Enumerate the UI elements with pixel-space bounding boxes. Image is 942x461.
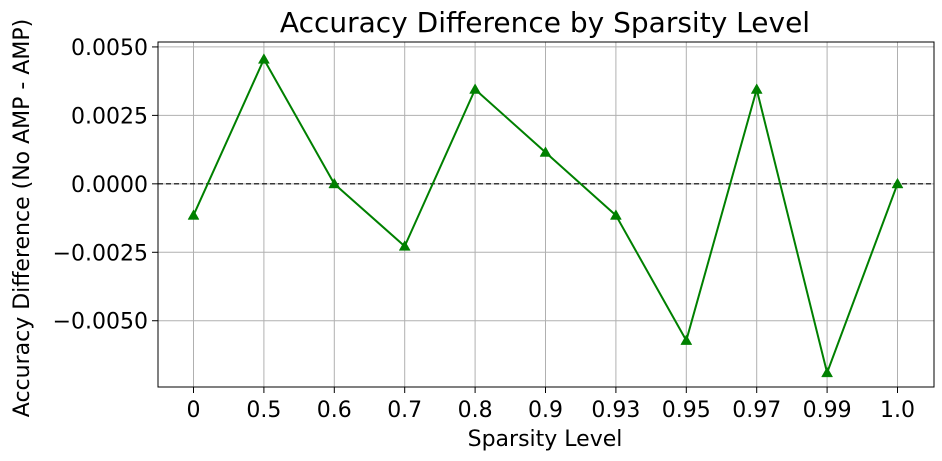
x-tick-label: 0.6 — [317, 398, 352, 423]
chart-title: Accuracy Difference by Sparsity Level — [280, 6, 810, 39]
data-point-marker — [539, 146, 552, 157]
series-layer — [187, 53, 904, 378]
data-point-marker — [187, 209, 200, 220]
x-tick-label: 0.99 — [803, 398, 852, 423]
x-tick-label: 0.8 — [458, 398, 493, 423]
data-point-marker — [257, 53, 270, 64]
y-tick-label: 0.0025 — [71, 104, 148, 129]
data-point-marker — [328, 177, 341, 189]
x-tick-label: 0.9 — [528, 398, 563, 423]
y-tick-label: −0.0025 — [53, 241, 148, 266]
y-tick-label: −0.0050 — [53, 310, 148, 335]
y-axis-label: Accuracy Difference (No AMP - AMP) — [10, 19, 35, 417]
data-point-marker — [609, 209, 622, 220]
x-tick-label: 0 — [187, 398, 201, 423]
x-tick-label: 0.95 — [662, 398, 711, 423]
data-point-marker — [680, 334, 693, 345]
data-point-marker — [891, 177, 904, 189]
data-point-marker — [469, 83, 482, 94]
data-point-marker — [398, 240, 411, 251]
x-tick-label: 0.5 — [246, 398, 281, 423]
y-tick-label: 0.0050 — [71, 36, 148, 61]
x-tick-label: 0.93 — [591, 398, 640, 423]
y-tick-label: 0.0000 — [71, 173, 148, 198]
x-tick-label: 0.7 — [387, 398, 422, 423]
x-tick-label: 0.97 — [732, 398, 781, 423]
y-axis-ticks: 0.0050 0.0025 0.0000 −0.0025 −0.0050 — [53, 36, 158, 335]
data-point-marker — [821, 366, 834, 378]
x-axis-label: Sparsity Level — [468, 427, 623, 452]
data-point-marker — [750, 83, 763, 94]
x-axis-ticks: 0 0.5 0.6 0.7 0.8 0.9 0.93 0.95 0.97 0.99 1.0 — [187, 387, 915, 423]
x-tick-label: 1.0 — [880, 398, 915, 423]
